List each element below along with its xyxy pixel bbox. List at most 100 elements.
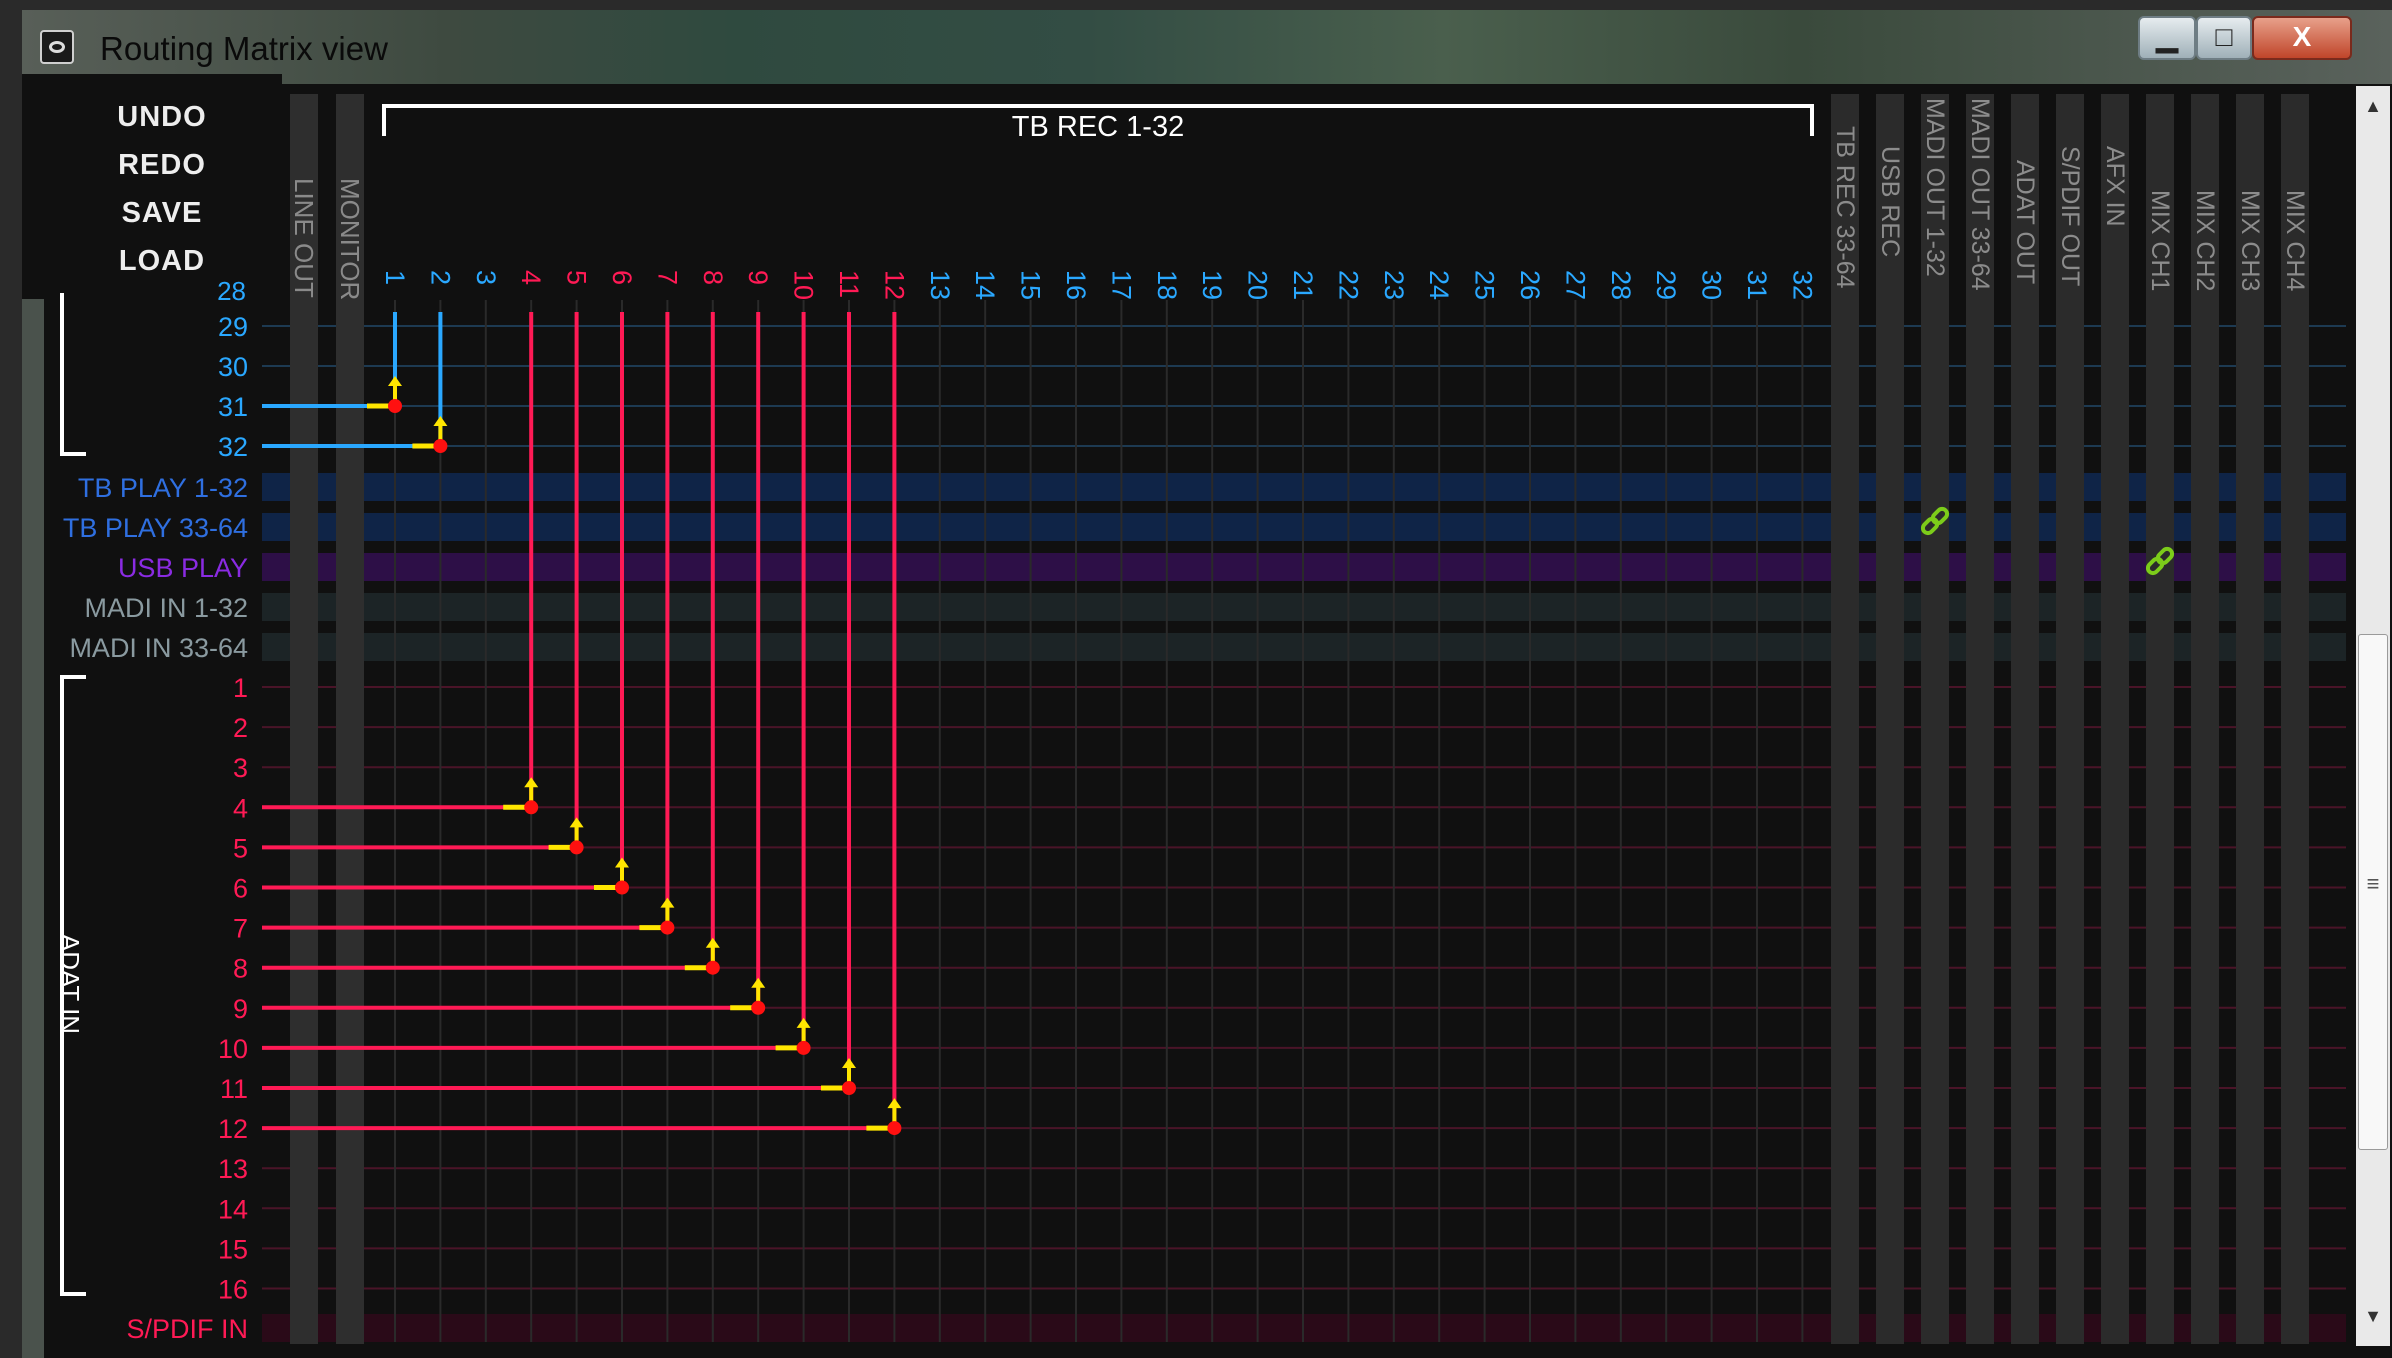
column-label-tb-rec-27[interactable]: 27 <box>1560 270 1590 300</box>
scroll-down-arrow[interactable]: ▼ <box>2364 1306 2382 1326</box>
row-label-spdif-s-pdif-in[interactable]: S/PDIF IN <box>126 1314 248 1344</box>
column-label-mix-ch2[interactable]: MIX CH2 <box>2191 190 2219 291</box>
row-label-tb-29[interactable]: 29 <box>218 312 248 342</box>
row-label-group-madi-in-33-64[interactable]: MADI IN 33-64 <box>69 633 248 663</box>
undo-button[interactable]: UNDO <box>117 101 207 133</box>
route-node-31-to-1[interactable] <box>388 399 402 413</box>
row-label-adat-1[interactable]: 1 <box>233 673 248 703</box>
column-band-madi-out-33-64[interactable] <box>1966 94 1994 1344</box>
column-band-line-out[interactable] <box>290 94 318 1344</box>
column-label-tb-rec-24[interactable]: 24 <box>1424 270 1454 300</box>
row-label-tb-30[interactable]: 30 <box>218 352 248 382</box>
column-label-usb-rec[interactable]: USB REC <box>1876 146 1904 257</box>
row-label-adat-3[interactable]: 3 <box>233 753 248 783</box>
row-label-tb-31[interactable]: 31 <box>218 392 248 422</box>
column-band-usb-rec[interactable] <box>1876 94 1904 1344</box>
route-node-adat-in-10-to-10[interactable] <box>796 1040 811 1055</box>
row-label-adat-7[interactable]: 7 <box>233 914 248 944</box>
row-label-group-madi-in-1-32[interactable]: MADI IN 1-32 <box>84 593 248 623</box>
route-node-adat-in-8-to-8[interactable] <box>705 960 720 975</box>
route-node-adat-in-5-to-5[interactable] <box>569 840 584 855</box>
column-label-mix-ch3[interactable]: MIX CH3 <box>2236 190 2264 291</box>
scrollbar-thumb[interactable]: ≡ <box>2358 634 2388 1150</box>
column-label-tb-rec-14[interactable]: 14 <box>970 270 1000 300</box>
column-label-tb-rec-3[interactable]: 3 <box>471 270 501 285</box>
column-band-mix-ch1[interactable] <box>2146 94 2174 1344</box>
column-label-tb-rec-18[interactable]: 18 <box>1152 270 1182 300</box>
route-node-adat-in-9-to-9[interactable] <box>751 1000 766 1015</box>
column-label-monitor[interactable]: MONITOR <box>335 178 365 300</box>
save-button[interactable]: SAVE <box>121 197 203 229</box>
column-band-mix-ch3[interactable] <box>2236 94 2264 1344</box>
column-band-adat-out[interactable] <box>2011 94 2039 1344</box>
column-band-madi-out-1-32[interactable] <box>1921 94 1949 1344</box>
column-label-tb-rec-29[interactable]: 29 <box>1651 270 1681 300</box>
column-band-mix-ch4[interactable] <box>2281 94 2309 1344</box>
row-label-adat-14[interactable]: 14 <box>218 1194 248 1224</box>
column-band-afx-in[interactable] <box>2101 94 2129 1344</box>
column-label-tb-rec-26[interactable]: 26 <box>1515 270 1545 300</box>
route-node-adat-in-11-to-11[interactable] <box>842 1081 856 1095</box>
column-band-mix-ch2[interactable] <box>2191 94 2219 1344</box>
column-label-line-out[interactable]: LINE OUT <box>289 178 319 298</box>
column-label-madi-out-1-32[interactable]: MADI OUT 1-32 <box>1921 98 1949 277</box>
row-label-adat-6[interactable]: 6 <box>233 874 248 904</box>
row-label-tb-32[interactable]: 32 <box>218 432 248 462</box>
link-icon-tb-play-33-64-madi-out-1-32[interactable] <box>1920 506 1950 536</box>
column-label-tb-rec-23[interactable]: 23 <box>1379 270 1409 300</box>
column-label-mix-ch4[interactable]: MIX CH4 <box>2281 190 2309 292</box>
column-label-mix-ch1[interactable]: MIX CH1 <box>2146 190 2174 291</box>
column-label-tb-rec-10[interactable]: 10 <box>789 270 819 300</box>
row-label-group-tb-play-1-32[interactable]: TB PLAY 1-32 <box>78 473 248 503</box>
route-node-adat-in-7-to-7[interactable] <box>660 920 675 935</box>
load-button[interactable]: LOAD <box>118 245 206 277</box>
minimize-button[interactable]: ▁ <box>2138 16 2196 60</box>
route-node-adat-in-6-to-6[interactable] <box>615 880 629 895</box>
row-label-adat-13[interactable]: 13 <box>218 1154 248 1184</box>
column-label-tb-rec-31[interactable]: 31 <box>1742 270 1772 300</box>
row-label-adat-4[interactable]: 4 <box>233 793 248 823</box>
column-label-madi-out-33-64[interactable]: MADI OUT 33-64 <box>1966 98 1994 291</box>
column-label-tb-rec-22[interactable]: 22 <box>1333 270 1363 300</box>
close-button[interactable]: X <box>2252 16 2352 60</box>
column-label-tb-rec-13[interactable]: 13 <box>925 270 955 300</box>
column-label-afx-in[interactable]: AFX IN <box>2101 146 2129 227</box>
column-band-monitor[interactable] <box>336 94 364 1344</box>
column-label-tb-rec-19[interactable]: 19 <box>1197 270 1227 300</box>
column-label-tb-rec-2[interactable]: 2 <box>425 270 455 285</box>
column-label-tb-rec-16[interactable]: 16 <box>1061 270 1091 300</box>
column-label-tb-rec-17[interactable]: 17 <box>1106 270 1136 300</box>
title-bar[interactable]: Routing Matrix view ▁ □ X <box>22 10 2392 84</box>
column-label-tb-rec-21[interactable]: 21 <box>1288 270 1318 300</box>
column-label-tb-rec-28[interactable]: 28 <box>1606 270 1636 300</box>
column-label-tb-rec-15[interactable]: 15 <box>1016 270 1046 300</box>
column-label-tb-rec-20[interactable]: 20 <box>1243 270 1273 300</box>
row-label-adat-2[interactable]: 2 <box>233 713 248 743</box>
column-label-tb-rec-11[interactable]: 11 <box>834 270 864 298</box>
column-label-tb-rec-8[interactable]: 8 <box>698 270 728 285</box>
column-label-tb-rec-4[interactable]: 4 <box>516 270 546 285</box>
row-label-adat-12[interactable]: 12 <box>218 1114 248 1144</box>
route-node-adat-in-12-to-12[interactable] <box>887 1121 902 1136</box>
column-label-tb-rec-25[interactable]: 25 <box>1470 270 1500 300</box>
column-label-adat-out[interactable]: ADAT OUT <box>2011 160 2039 284</box>
link-icon-usb-play-mix-ch1[interactable] <box>2145 546 2175 576</box>
row-label-adat-10[interactable]: 10 <box>218 1034 248 1064</box>
column-label-tb-rec-30[interactable]: 30 <box>1697 270 1727 300</box>
column-label-tb-rec-9[interactable]: 9 <box>743 270 773 285</box>
row-label-adat-16[interactable]: 16 <box>218 1275 248 1305</box>
row-label-adat-9[interactable]: 9 <box>233 994 248 1024</box>
scroll-up-arrow[interactable]: ▲ <box>2364 96 2382 116</box>
maximize-button[interactable]: □ <box>2196 16 2252 60</box>
row-label-group-tb-play-33-64[interactable]: TB PLAY 33-64 <box>63 513 248 543</box>
column-label-tb-rec-7[interactable]: 7 <box>652 270 682 285</box>
row-label-adat-11[interactable]: 11 <box>220 1074 248 1104</box>
column-label-tb-rec-33-64[interactable]: TB REC 33-64 <box>1831 126 1859 289</box>
row-label-adat-15[interactable]: 15 <box>218 1234 248 1264</box>
column-band-s-pdif-out[interactable] <box>2056 94 2084 1344</box>
route-node-32-to-2[interactable] <box>433 439 448 453</box>
row-label-adat-5[interactable]: 5 <box>233 833 248 863</box>
redo-button[interactable]: REDO <box>118 149 206 181</box>
row-label-group-usb-play[interactable]: USB PLAY <box>118 553 248 583</box>
